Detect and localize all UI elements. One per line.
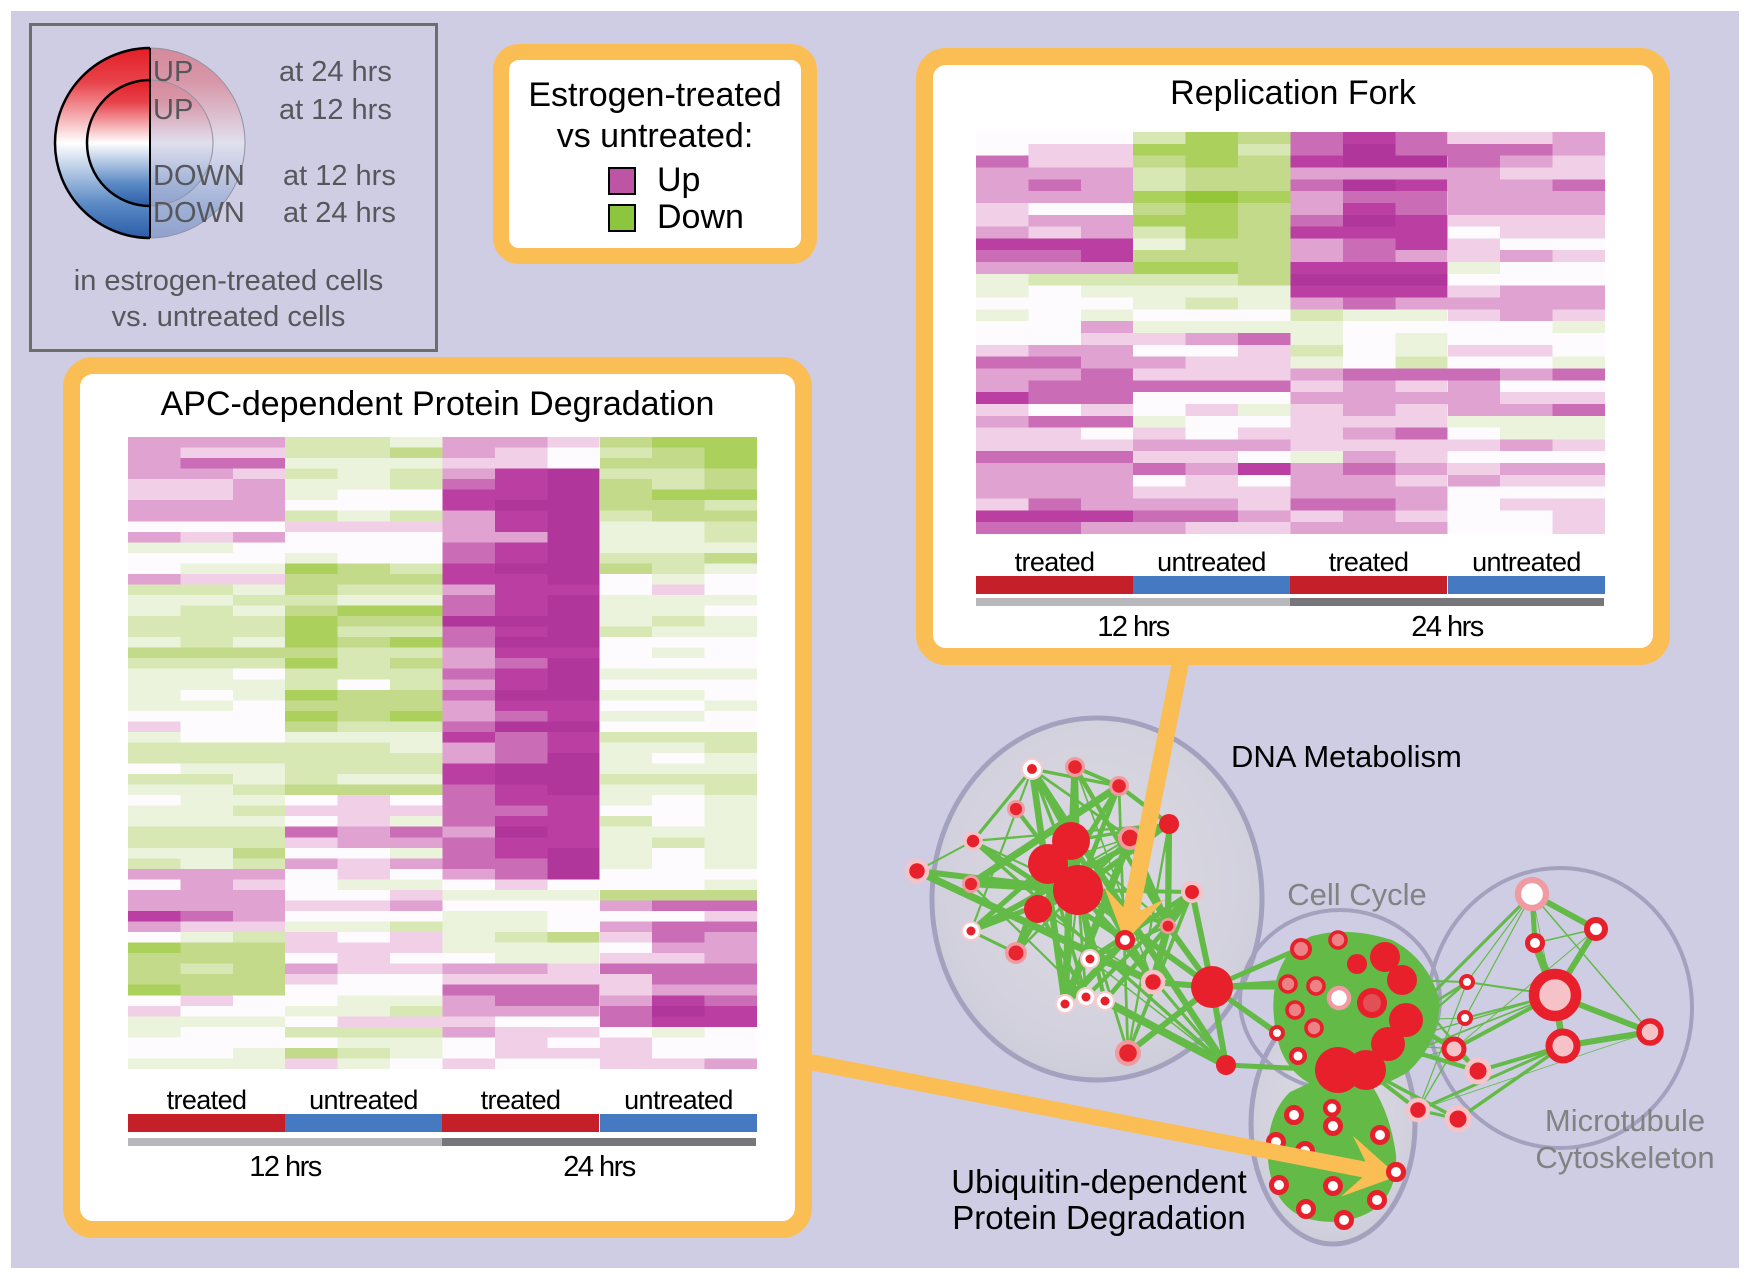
svg-text:Protein Degradation: Protein Degradation: [952, 1199, 1246, 1236]
svg-text:Cytoskeleton: Cytoskeleton: [1535, 1140, 1714, 1175]
svg-text:Microtubule: Microtubule: [1545, 1103, 1705, 1138]
svg-text:DNA Metabolism: DNA Metabolism: [1231, 739, 1462, 774]
svg-text:Ubiquitin-dependent: Ubiquitin-dependent: [951, 1163, 1246, 1200]
svg-text:Cell Cycle: Cell Cycle: [1287, 877, 1427, 912]
